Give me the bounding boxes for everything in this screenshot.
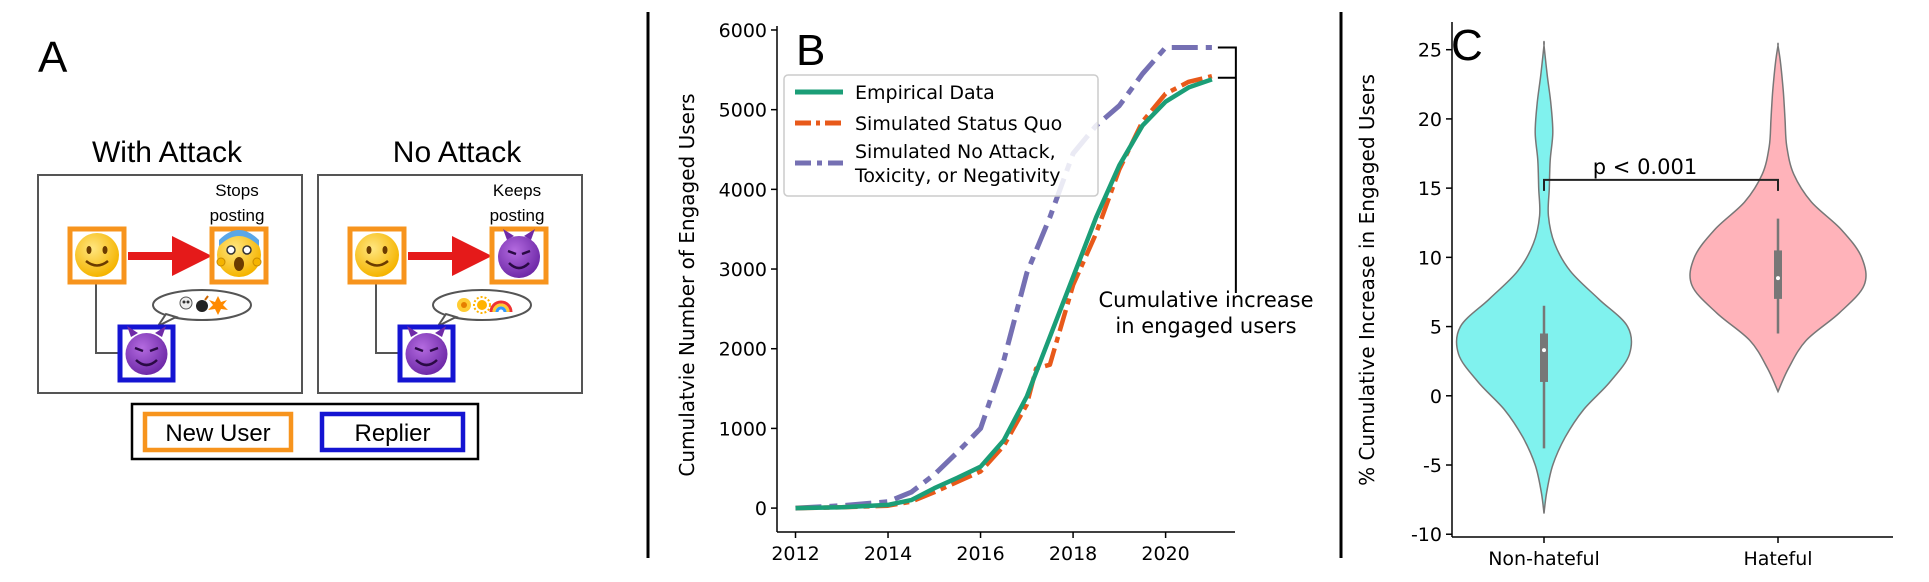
c-ytick-label: 15 [1418, 178, 1442, 200]
legend-no-attack-label-1: Simulated No Attack, [855, 141, 1056, 163]
b-ytick-label: 3000 [719, 259, 767, 281]
devil-face-icon [498, 229, 540, 278]
significance-bracket [1543, 178, 1779, 191]
flower-icon [457, 298, 471, 312]
smiling-face-icon [75, 233, 119, 277]
stops-posting-line2: posting [210, 206, 265, 225]
b-xtick-label: 2012 [771, 543, 819, 565]
c-ytick-label: 5 [1430, 317, 1442, 339]
c-ytick-label: 25 [1418, 40, 1442, 62]
panel-b-axes: 0 1000 2000 3000 4000 5000 6000 2012 2014 2016 201… [719, 20, 1235, 565]
panel-c: -10 -5 0 5 10 15 20 25 Non-hateful Hateful C p < … [1355, 21, 1893, 570]
c-ytick-label: 10 [1418, 247, 1442, 269]
keeps-posting-line1: Keeps [493, 181, 541, 200]
sun-icon [473, 296, 491, 314]
b-xtick-label: 2018 [1049, 543, 1097, 565]
b-xtick-label: 2020 [1141, 543, 1189, 565]
key-new-user-label: New User [165, 420, 270, 447]
legend-status-quo-label: Simulated Status Quo [855, 113, 1062, 135]
c-ytick-label: -10 [1411, 524, 1442, 546]
result-user-box-no-attack [489, 226, 549, 285]
b-ytick-label: 0 [755, 498, 767, 520]
significance-label: p < 0.001 [1593, 155, 1697, 179]
skull-icon [179, 296, 193, 310]
with-attack-title: With Attack [92, 136, 243, 169]
violin-hateful-box [1774, 250, 1782, 299]
violin-hateful [1689, 42, 1867, 394]
b-ytick-label: 6000 [719, 20, 767, 42]
panel-b-letter: B [796, 26, 825, 75]
stops-posting-line1: Stops [215, 181, 258, 200]
explosion-icon [208, 296, 228, 315]
smiling-face-icon [355, 233, 399, 277]
b-xtick-label: 2016 [956, 543, 1004, 565]
violin-non-hateful-box [1540, 333, 1548, 382]
series-no-attack-line [795, 45, 1212, 511]
c-ytick-label: -5 [1423, 455, 1442, 477]
key-new-user-swatch [142, 411, 294, 453]
panel-c-ylabel: % Cumulative Increase in Engaged Users [1355, 74, 1379, 486]
key-replier-swatch [319, 411, 466, 453]
devil-face-icon [125, 326, 168, 375]
c-ytick-label: 0 [1430, 386, 1442, 408]
no-attack-title: No Attack [393, 136, 522, 169]
panel-b-ylabel: Cumulatvie Number of Engaged Users [675, 93, 699, 476]
b-ytick-label: 4000 [719, 179, 767, 201]
rainbow-icon [489, 300, 513, 313]
no-attack-box: No Attack Keeps posting [317, 136, 583, 394]
new-user-box [67, 226, 127, 285]
panel-b-legend: Empirical Data Simulated Status Quo Simu… [783, 74, 1099, 197]
result-user-box [209, 226, 269, 285]
new-user-box-no-attack [347, 226, 407, 285]
panel-a: A With Attack Stops posting [37, 33, 583, 461]
cumulative-increase-annotation: Cumulative increase in engaged users [1098, 46, 1314, 338]
c-xtick-label: Hateful [1743, 548, 1812, 570]
keeps-posting-line2: posting [490, 206, 545, 225]
panel-b: 0 1000 2000 3000 4000 5000 6000 2012 2014 2016 201… [675, 20, 1314, 565]
panel-a-letter: A [38, 33, 68, 82]
replier-box-no-attack [397, 324, 456, 383]
b-ytick-label: 5000 [719, 100, 767, 122]
panel-c-violins [1455, 40, 1867, 514]
violin-hateful-median [1776, 276, 1780, 281]
b-xtick-label: 2014 [864, 543, 912, 565]
violin-non-hateful [1455, 40, 1633, 514]
annotation-line1: Cumulative increase [1098, 288, 1313, 312]
bomb-icon [196, 295, 209, 312]
b-ytick-label: 1000 [719, 418, 767, 440]
b-ytick-label: 2000 [719, 339, 767, 361]
panel-b-series [795, 45, 1213, 511]
screaming-face-icon [216, 230, 262, 277]
annotation-line2: in engaged users [1115, 314, 1296, 338]
legend-empirical-label: Empirical Data [855, 82, 995, 104]
c-xtick-label: Non-hateful [1488, 548, 1600, 570]
violin-non-hateful-median [1542, 348, 1546, 353]
legend-no-attack-label-2: Toxicity, or Negativity [854, 165, 1060, 187]
with-attack-box: With Attack Stops posting [37, 136, 303, 394]
panel-a-key: New User Replier [130, 402, 480, 461]
series-empirical-line [795, 77, 1213, 511]
key-replier-label: Replier [354, 420, 430, 447]
replier-box [117, 324, 176, 383]
panel-c-axes: -10 -5 0 5 10 15 20 25 Non-hateful Hateful [1411, 22, 1893, 570]
devil-face-icon [405, 326, 448, 375]
panel-c-letter: C [1451, 21, 1483, 70]
c-ytick-label: 20 [1418, 109, 1442, 131]
